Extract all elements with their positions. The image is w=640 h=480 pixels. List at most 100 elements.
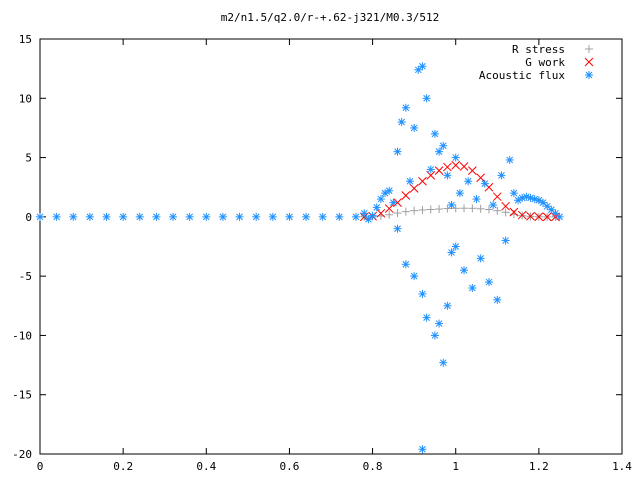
data-point bbox=[547, 205, 556, 214]
data-point bbox=[476, 204, 485, 213]
data-point bbox=[497, 171, 506, 180]
data-point bbox=[393, 147, 402, 156]
data-point bbox=[368, 211, 377, 220]
data-point bbox=[447, 201, 456, 209]
y-tick-label: -20 bbox=[12, 448, 32, 461]
data-point bbox=[439, 141, 448, 150]
data-point bbox=[435, 205, 444, 214]
data-point bbox=[443, 301, 452, 310]
data-point bbox=[542, 212, 552, 222]
data-point bbox=[451, 242, 460, 251]
data-point bbox=[135, 212, 144, 221]
data-point bbox=[335, 212, 344, 221]
data-point bbox=[69, 212, 78, 221]
data-point bbox=[455, 189, 464, 198]
data-point bbox=[439, 358, 448, 367]
data-point bbox=[435, 319, 444, 328]
data-point bbox=[460, 204, 469, 213]
data-point bbox=[384, 204, 394, 213]
data-point bbox=[285, 212, 294, 221]
data-point bbox=[459, 162, 469, 171]
data-point bbox=[443, 171, 452, 180]
data-point bbox=[493, 206, 502, 215]
x-tick-label: 0.4 bbox=[196, 460, 216, 473]
data-point bbox=[389, 198, 398, 207]
legend-label: Acoustic flux bbox=[479, 69, 565, 82]
data-point bbox=[376, 208, 386, 218]
data-point bbox=[501, 201, 510, 211]
data-point bbox=[397, 118, 406, 126]
series-r-stress bbox=[360, 204, 560, 221]
data-point bbox=[169, 212, 178, 221]
data-point bbox=[422, 94, 431, 103]
data-point bbox=[252, 212, 261, 221]
y-tick-label: -15 bbox=[12, 389, 32, 402]
axis-ticks: 0 0.2 0.4 0.6 0.8 1 1.2 1.4 -20 -15 -10 -5 0 5 10 15 bbox=[12, 33, 632, 473]
legend-marker bbox=[585, 45, 593, 53]
data-point bbox=[385, 210, 394, 219]
data-point bbox=[501, 208, 510, 217]
data-point bbox=[85, 212, 94, 221]
data-point bbox=[401, 207, 410, 216]
data-point bbox=[505, 155, 514, 164]
y-tick-label: 5 bbox=[25, 152, 32, 165]
data-point bbox=[393, 224, 402, 233]
data-point bbox=[526, 211, 535, 221]
data-point bbox=[476, 173, 486, 183]
data-point bbox=[185, 212, 194, 221]
y-tick-label: -5 bbox=[19, 270, 32, 283]
data-point bbox=[460, 266, 469, 275]
data-point bbox=[418, 62, 427, 71]
data-point bbox=[218, 212, 227, 221]
data-point bbox=[318, 212, 327, 221]
chart-title: m2/n1.5/q2.0/r-+.62-j321/M0.3/512 bbox=[221, 11, 440, 24]
data-point bbox=[468, 284, 477, 292]
data-point bbox=[534, 212, 544, 222]
x-tick-label: 1.4 bbox=[612, 460, 632, 473]
data-point bbox=[36, 212, 44, 221]
data-point bbox=[464, 177, 473, 186]
data-point bbox=[443, 204, 452, 213]
data-point bbox=[152, 212, 161, 221]
data-point bbox=[435, 147, 444, 156]
data-point bbox=[52, 212, 61, 221]
series-layer bbox=[36, 62, 564, 454]
data-point bbox=[509, 189, 518, 198]
x-tick-label: 1 bbox=[452, 460, 459, 473]
data-point bbox=[360, 209, 369, 218]
legend-marker bbox=[584, 57, 594, 67]
data-point bbox=[517, 210, 527, 220]
data-point bbox=[418, 205, 427, 214]
data-point bbox=[422, 313, 431, 322]
data-point bbox=[393, 198, 402, 207]
data-point bbox=[409, 184, 419, 193]
y-tick-label: 15 bbox=[19, 33, 32, 46]
data-point bbox=[418, 289, 427, 298]
data-point bbox=[202, 212, 211, 221]
data-point bbox=[302, 212, 311, 221]
data-point bbox=[351, 212, 360, 221]
data-point bbox=[418, 445, 427, 454]
x-tick-label: 0.8 bbox=[363, 460, 383, 473]
data-point bbox=[401, 260, 410, 269]
data-point bbox=[430, 129, 439, 138]
data-point bbox=[393, 209, 402, 218]
data-point bbox=[426, 205, 435, 214]
data-point bbox=[385, 186, 394, 195]
data-point bbox=[372, 203, 381, 212]
data-point bbox=[484, 205, 493, 214]
data-point bbox=[493, 295, 502, 304]
y-tick-label: 10 bbox=[19, 92, 32, 105]
data-point bbox=[119, 212, 128, 221]
data-point bbox=[480, 179, 489, 188]
data-point bbox=[451, 153, 460, 162]
data-point bbox=[235, 212, 244, 221]
data-point bbox=[467, 166, 477, 175]
data-point bbox=[468, 204, 477, 213]
data-point bbox=[476, 254, 485, 263]
data-point bbox=[555, 212, 564, 221]
data-point bbox=[451, 204, 460, 213]
